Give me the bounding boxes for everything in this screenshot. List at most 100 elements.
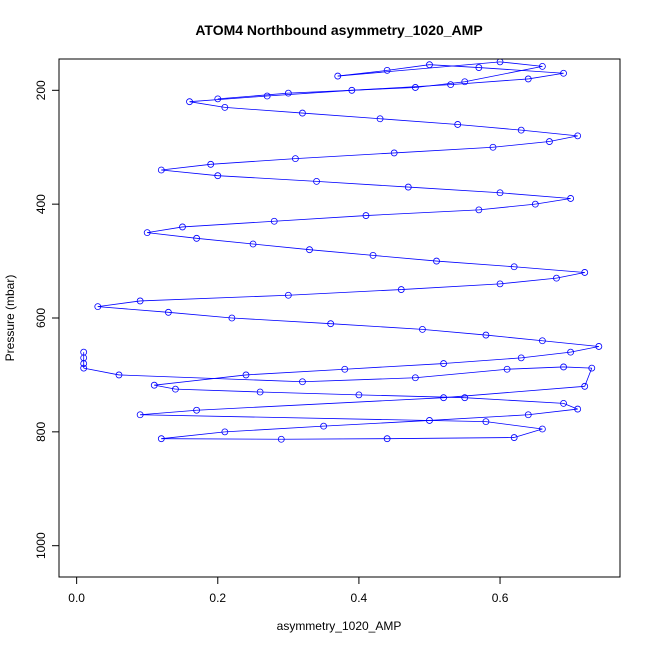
y-tick-label: 400 — [34, 194, 48, 214]
data-point — [538, 63, 546, 70]
series-segment — [309, 249, 374, 256]
data-point — [299, 378, 306, 386]
data-point — [411, 84, 419, 91]
x-tick-label: 0.6 — [492, 591, 509, 605]
series-segment — [365, 209, 479, 216]
y-tick-label: 600 — [34, 308, 48, 328]
y-tick-label: 1000 — [34, 532, 48, 559]
series-segment — [302, 112, 381, 120]
data-point — [581, 269, 589, 276]
data-point — [496, 59, 504, 66]
data-point — [221, 103, 229, 111]
series-segment — [288, 87, 416, 94]
series-segment — [401, 283, 501, 290]
data-point — [531, 200, 539, 208]
series-segment — [189, 95, 268, 103]
series-segment — [528, 408, 578, 416]
series-segment — [563, 403, 578, 410]
series-segment — [528, 72, 564, 80]
x-tick-label: 0.4 — [351, 591, 368, 605]
series-segment — [521, 129, 578, 137]
data-point — [404, 183, 412, 191]
series-segment — [182, 220, 275, 228]
series-segment — [521, 351, 571, 359]
data-point — [411, 374, 419, 382]
data-point — [313, 177, 320, 185]
data-point — [334, 72, 342, 80]
series-segment — [570, 346, 599, 353]
data-point — [207, 160, 215, 168]
chart-title: ATOM4 Northbound asymmetry_1020_AMP — [195, 22, 482, 38]
series-segment — [323, 420, 430, 427]
series-segment — [168, 311, 232, 319]
data-point — [256, 388, 264, 396]
series-segment — [464, 397, 564, 404]
series-segment — [260, 391, 359, 396]
data-point — [433, 257, 440, 265]
data-point — [461, 78, 469, 86]
data-point — [517, 126, 525, 134]
series-segment — [245, 368, 345, 376]
series-segment — [358, 394, 465, 399]
data-point — [369, 251, 377, 259]
series-segment — [485, 421, 543, 430]
data-point — [553, 274, 560, 282]
data-point — [193, 234, 201, 242]
data-point — [157, 435, 165, 443]
data-point — [390, 149, 398, 157]
series-segment — [443, 385, 585, 399]
data-point — [503, 365, 511, 373]
series-segment — [514, 428, 543, 438]
x-axis-label: asymmetry_1020_AMP — [277, 619, 402, 633]
data-point — [538, 425, 546, 433]
data-point — [306, 246, 313, 254]
series-segment — [196, 237, 254, 245]
data-point — [517, 354, 525, 362]
data-point — [214, 95, 222, 103]
data-point — [115, 371, 123, 379]
series-segment — [408, 186, 501, 194]
series-segment — [549, 135, 578, 142]
data-point — [397, 286, 405, 293]
data-point — [567, 348, 575, 356]
data-point — [341, 365, 349, 373]
y-tick-label: 200 — [34, 80, 48, 100]
data-point — [546, 138, 553, 145]
data-point — [560, 69, 567, 77]
y-axis-label: Pressure (mbar) — [3, 275, 17, 362]
data-point — [348, 86, 356, 94]
series-segment — [83, 367, 120, 376]
series-segment — [147, 226, 183, 234]
data-point — [496, 280, 504, 288]
y-tick-label: 800 — [34, 422, 48, 442]
data-point — [581, 382, 589, 390]
data-point — [228, 314, 236, 322]
data-point — [193, 406, 201, 414]
data-point — [489, 143, 497, 151]
data-point — [383, 66, 391, 74]
series-segment — [380, 118, 458, 125]
data-point — [524, 411, 532, 419]
series-segment — [196, 397, 444, 411]
data-point — [440, 394, 447, 402]
data-point — [454, 121, 462, 128]
x-tick-label: 0.0 — [68, 591, 85, 605]
series-segment — [274, 215, 366, 222]
data-point — [426, 417, 433, 424]
series-segment — [154, 384, 176, 390]
data-point — [270, 217, 278, 225]
plot-points — [80, 59, 603, 443]
series-segment — [415, 81, 465, 88]
data-point — [538, 337, 546, 345]
data-point — [242, 371, 250, 379]
series-segment — [161, 163, 211, 171]
data-point — [299, 109, 306, 117]
series-segment — [253, 243, 310, 251]
series-segment — [295, 152, 395, 160]
series-segment — [436, 260, 515, 268]
data-point — [475, 64, 483, 71]
data-point — [510, 434, 518, 441]
series-segment — [281, 438, 388, 440]
series-segment — [154, 374, 247, 386]
